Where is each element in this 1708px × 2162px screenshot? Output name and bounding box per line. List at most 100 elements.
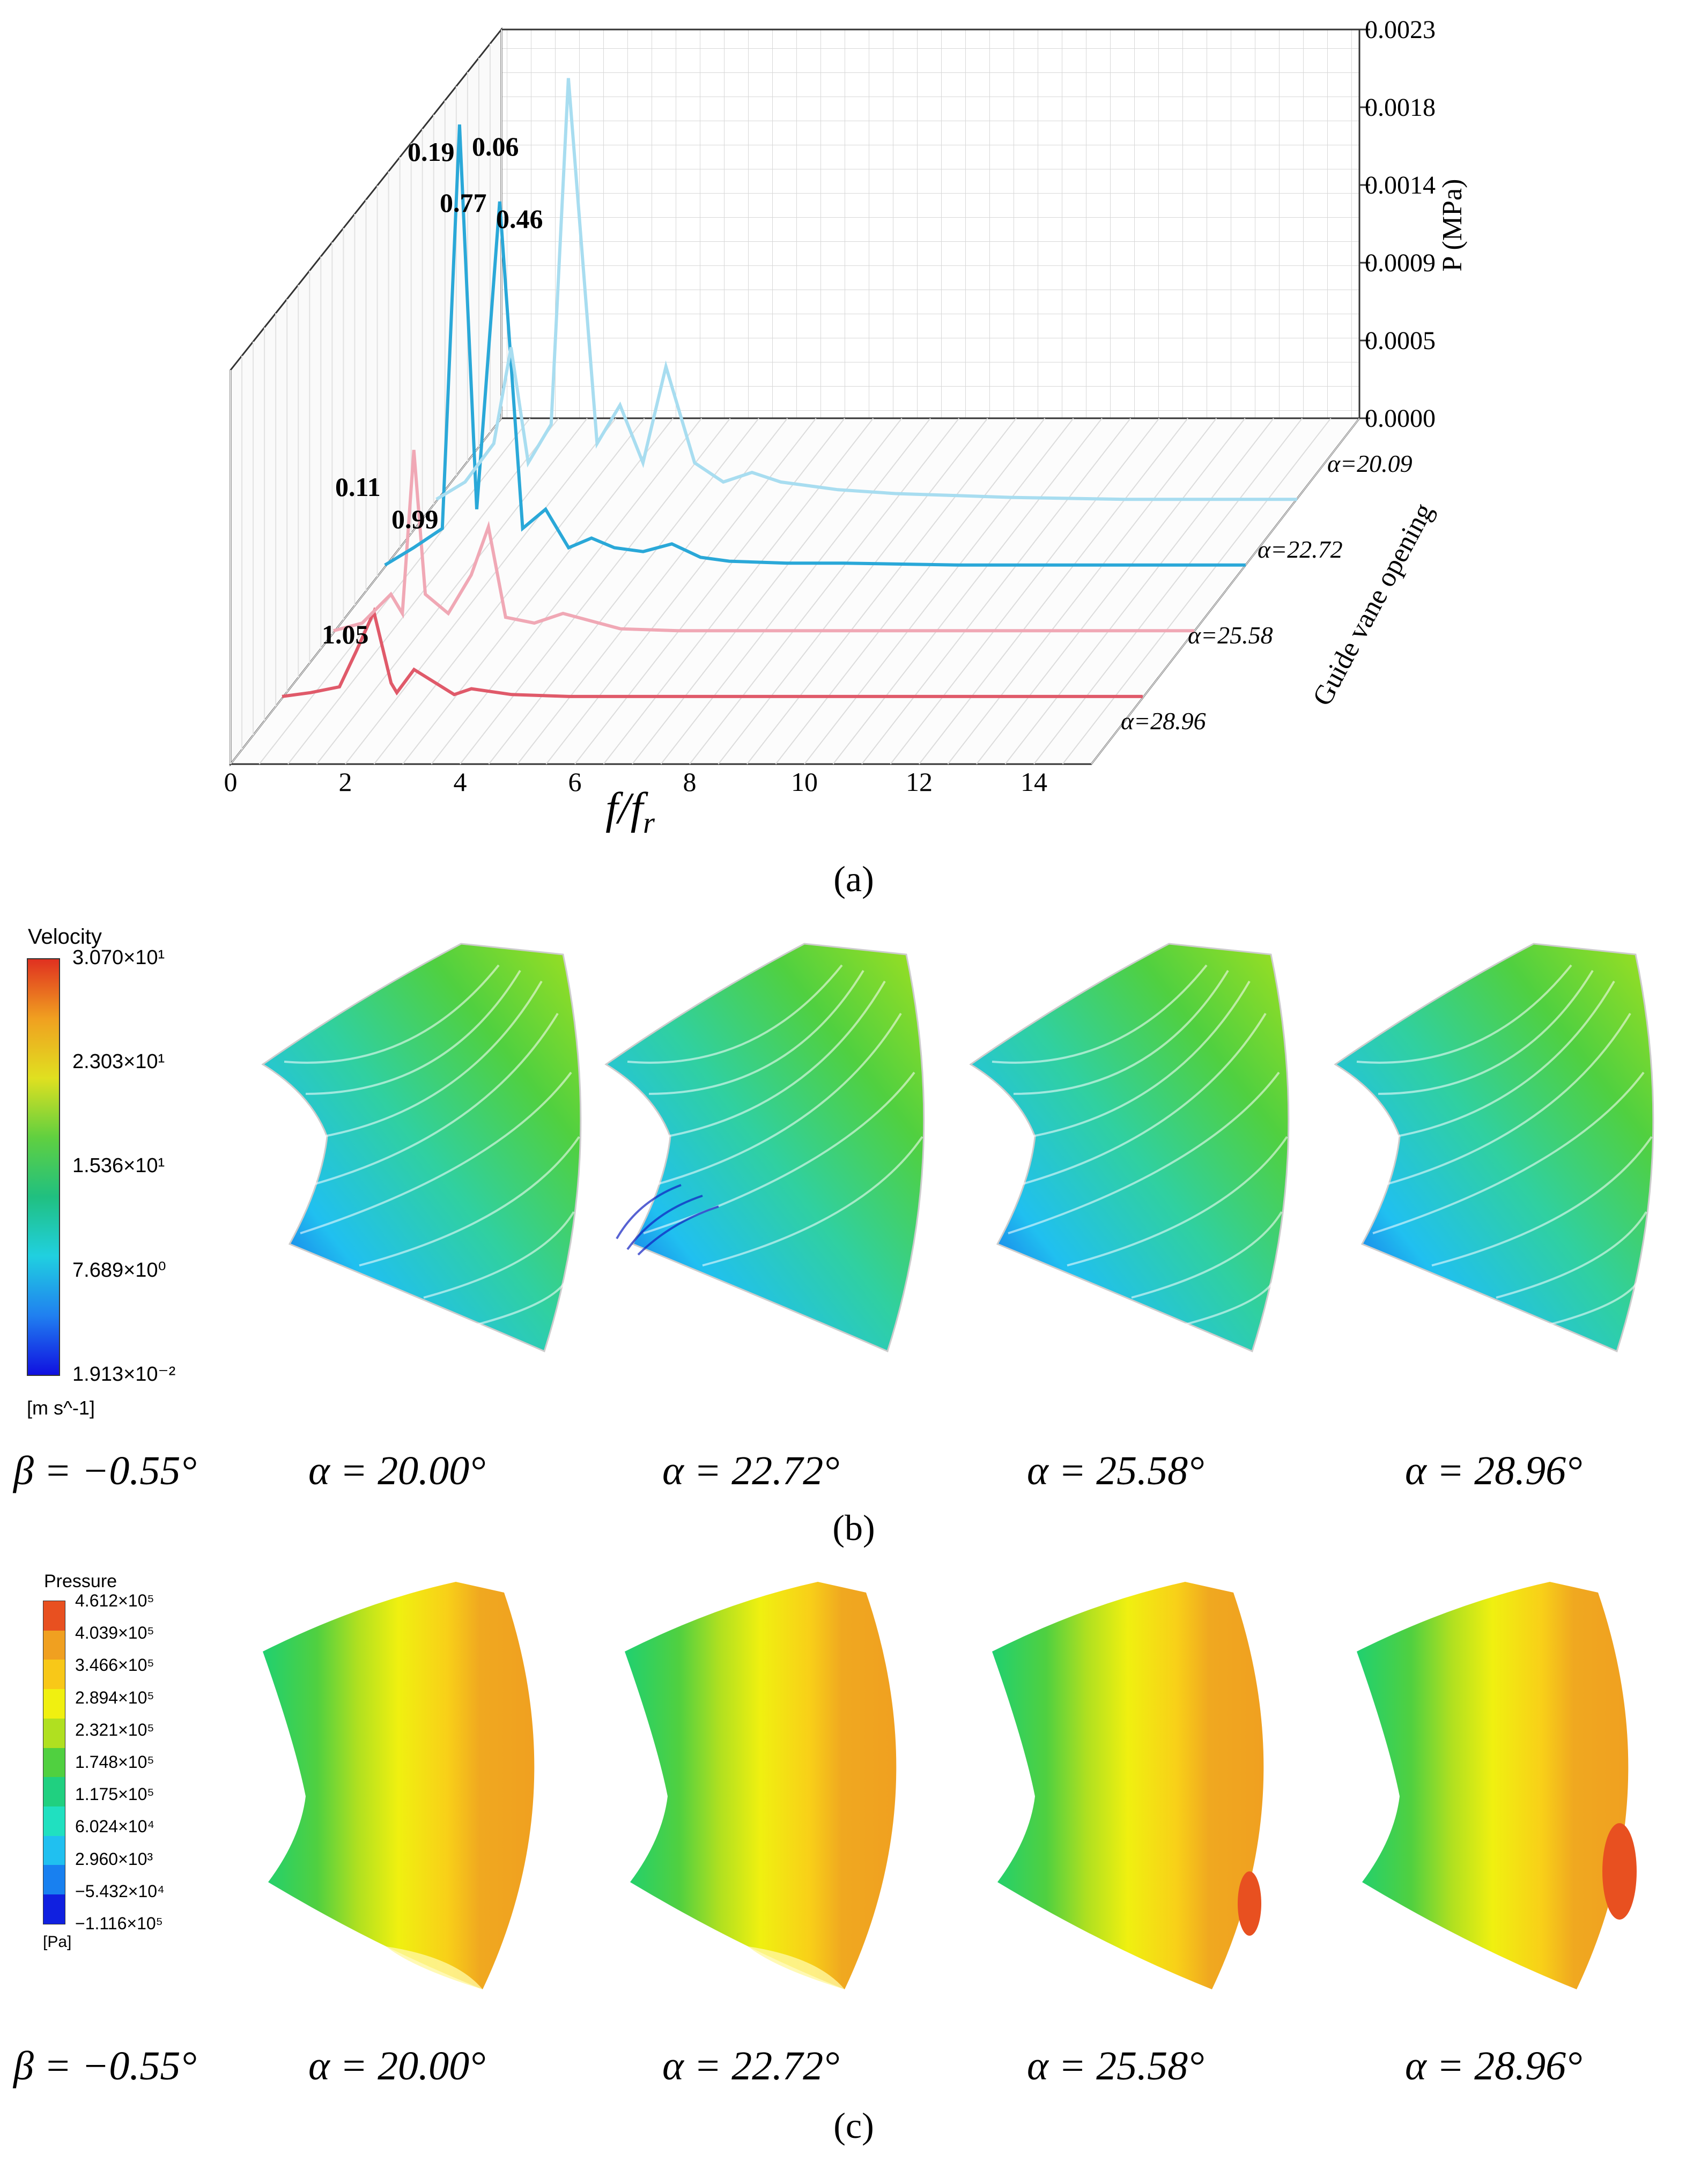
caption-alpha-c1: α = 20.00° xyxy=(308,2043,486,2089)
pressure-colorbar-band xyxy=(43,1748,65,1778)
annotation-label: 1.05 xyxy=(322,619,369,649)
y-tick-label: 0.0018 xyxy=(1365,93,1436,122)
pressure-colorbar-band xyxy=(43,1601,65,1631)
pressure-legend-tick: −5.432×10⁴ xyxy=(75,1881,165,1901)
floor-grid-line xyxy=(402,418,674,765)
caption-alpha-4: α = 28.96° xyxy=(1405,1448,1583,1493)
caption-beta: β = −0.55° xyxy=(13,1448,197,1493)
series-layer xyxy=(282,78,1297,698)
floor-grid-line xyxy=(890,418,1160,765)
pressure-legend-tick: 6.024×10⁴ xyxy=(75,1817,155,1837)
floor-grid-line xyxy=(1062,418,1332,765)
velocity-colorbar xyxy=(27,958,60,1376)
panel-label-b: (b) xyxy=(832,1507,875,1548)
x-axis-ticks: 0 2 4 6 8 10 12 14 xyxy=(224,767,1048,797)
velocity-legend-title: Velocity xyxy=(28,925,102,949)
floor-grid-line xyxy=(832,418,1103,765)
series-labels: α=28.96 α=25.58 α=22.72 α=20.09 xyxy=(1121,450,1413,735)
caption-alpha-c3: α = 25.58° xyxy=(1027,2043,1204,2089)
series-line xyxy=(384,124,1246,567)
pressure-legend-tick: 3.466×10⁵ xyxy=(75,1655,154,1675)
floor-grid-line xyxy=(373,418,645,765)
caption-alpha-3: α = 25.58° xyxy=(1027,1448,1204,1493)
annotation-label: 0.77 xyxy=(440,188,487,218)
peak-annotations: 0.19 0.06 0.77 0.46 0.11 0.99 1.05 xyxy=(322,131,543,649)
x-tick-label: 6 xyxy=(568,767,582,797)
series-label: α=25.58 xyxy=(1188,621,1273,649)
y-axis-ticks: 0.0023 0.0018 0.0014 0.0009 0.0005 0.0000 xyxy=(1359,16,1436,433)
velocity-legend-tick: 7.689×10⁰ xyxy=(72,1259,166,1282)
annotation-label: 0.11 xyxy=(335,472,381,502)
y-tick-label: 0.0023 xyxy=(1365,16,1436,44)
floor-grid-line xyxy=(775,418,1046,765)
y-tick-label: 0.0009 xyxy=(1365,249,1436,277)
velocity-legend-tick: 1.536×10¹ xyxy=(72,1154,165,1177)
pressure-legend: Pressure 4.612×10⁵ 4.039×10⁵ 3.466×10⁵ 2.89… xyxy=(38,1571,220,1957)
pressure-legend-tick: 4.612×10⁵ xyxy=(75,1591,154,1610)
y-tick-label: 0.0014 xyxy=(1365,171,1436,199)
floor-grid-line xyxy=(718,418,988,765)
pressure-colorbar-band xyxy=(43,1835,65,1865)
floor-grid-line xyxy=(545,418,817,765)
pressure-colorbar xyxy=(43,1601,65,1924)
pressure-captions: β = −0.55° α = 20.00° α = 22.72° α = 25.… xyxy=(0,2043,1708,2097)
pressure-legend-tick: 1.175×10⁵ xyxy=(75,1785,154,1804)
x-tick-label: 12 xyxy=(906,767,933,797)
annotation-label: 0.46 xyxy=(496,204,543,234)
annotation-label: 0.99 xyxy=(391,504,439,534)
velocity-sector-4 xyxy=(1325,933,1657,1391)
y-axis-label: P (MPa) xyxy=(1437,179,1468,272)
velocity-sector-2 xyxy=(595,933,928,1391)
pressure-colorbar-band xyxy=(43,1894,65,1924)
x-axis-label: f/fr xyxy=(605,783,655,840)
caption-alpha-c4: α = 28.96° xyxy=(1405,2043,1583,2089)
series-line xyxy=(333,449,1194,633)
floor-grid-line xyxy=(804,418,1074,765)
back-wall-grid xyxy=(500,28,1361,419)
floor-grid-line xyxy=(345,418,617,765)
floor-grid-line xyxy=(746,418,1017,765)
floor-grid-line xyxy=(632,418,903,765)
caption-beta-c: β = −0.55° xyxy=(13,2043,197,2089)
pressure-colorbar-band xyxy=(43,1777,65,1807)
series-label: α=28.96 xyxy=(1121,707,1206,735)
series-label: α=20.09 xyxy=(1327,450,1413,477)
x-tick-label: 10 xyxy=(791,767,818,797)
pressure-legend-tick: 2.960×10³ xyxy=(75,1849,153,1869)
velocity-legend-tick: 2.303×10¹ xyxy=(72,1050,165,1073)
annotation-label: 0.06 xyxy=(472,131,519,161)
floor-grid-line xyxy=(660,418,931,765)
floor-grid-line xyxy=(1091,418,1360,765)
velocity-legend: Velocity 3.070×10¹ 2.303×10¹ 1.536×10¹ 7.68… xyxy=(21,925,204,1434)
floor-grid-line xyxy=(919,418,1188,765)
pressure-colorbar-band xyxy=(43,1660,65,1690)
series-line xyxy=(435,78,1297,501)
velocity-sector-1 xyxy=(252,933,585,1391)
velocity-legend-unit: [m s^-1] xyxy=(27,1397,95,1419)
floor-grid-line xyxy=(431,418,703,765)
waterfall-chart: 0.0023 0.0018 0.0014 0.0009 0.0005 0.0000 0 2 4… xyxy=(224,16,1468,840)
floor-grid-line xyxy=(258,418,531,765)
pressure-colorbar-band xyxy=(43,1865,65,1895)
velocity-legend-tick: 1.913×10⁻² xyxy=(72,1363,176,1386)
z-axis-label: Guide vane opening xyxy=(1307,498,1439,711)
floor-grid-line xyxy=(947,418,1217,765)
y-tick-label: 0.0000 xyxy=(1365,404,1436,433)
x-tick-label: 8 xyxy=(683,767,697,797)
floor-grid-line xyxy=(976,418,1246,765)
pressure-legend-unit: [Pa] xyxy=(43,1933,72,1951)
floor-grid-line xyxy=(1033,418,1303,765)
x-tick-label: 14 xyxy=(1021,767,1047,797)
pressure-sector-4 xyxy=(1346,1571,1646,2003)
velocity-sector-3 xyxy=(960,933,1292,1391)
floor-grid-line xyxy=(287,418,559,765)
pressure-legend-tick: 2.894×10⁵ xyxy=(75,1687,154,1707)
pressure-sector-3 xyxy=(981,1571,1282,2003)
series-line xyxy=(282,606,1143,698)
panel-label-a: (a) xyxy=(833,858,874,899)
velocity-captions: β = −0.55° α = 20.00° α = 22.72° α = 25.… xyxy=(0,1448,1708,1501)
pressure-sector-2 xyxy=(614,1571,914,2003)
pressure-legend-tick: 4.039×10⁵ xyxy=(75,1623,154,1643)
panel-label-c: (c) xyxy=(833,2105,874,2146)
x-tick-label: 2 xyxy=(339,767,352,797)
